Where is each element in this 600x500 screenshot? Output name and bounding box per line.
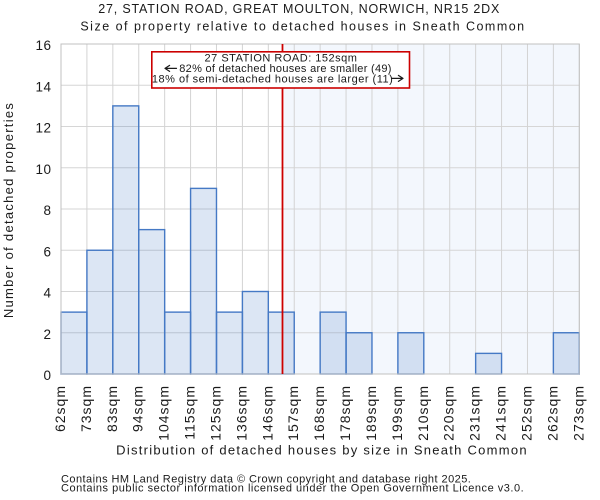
svg-text:8: 8	[43, 203, 51, 218]
svg-text:12: 12	[35, 121, 51, 136]
svg-text:241sqm: 241sqm	[493, 385, 509, 441]
svg-text:262sqm: 262sqm	[544, 385, 560, 441]
svg-text:199sqm: 199sqm	[389, 385, 405, 441]
svg-text:6: 6	[43, 244, 51, 259]
svg-text:252sqm: 252sqm	[518, 385, 534, 441]
svg-text:220sqm: 220sqm	[441, 385, 457, 441]
svg-text:115sqm: 115sqm	[182, 385, 198, 440]
svg-text:83sqm: 83sqm	[104, 385, 120, 432]
svg-text:273sqm: 273sqm	[570, 385, 586, 441]
svg-text:Contains HM Land Registry data: Contains HM Land Registry data © Crown c…	[61, 473, 471, 485]
svg-text:73sqm: 73sqm	[78, 385, 94, 432]
svg-text:136sqm: 136sqm	[233, 385, 249, 441]
svg-text:27 STATION ROAD: 152sqm: 27 STATION ROAD: 152sqm	[205, 53, 358, 65]
svg-text:168sqm: 168sqm	[311, 385, 327, 441]
svg-text:82% of detached houses are sma: 82% of detached houses are smaller (49)	[179, 63, 391, 75]
svg-text:14: 14	[35, 79, 51, 94]
svg-text:27, STATION ROAD, GREAT MOULTO: 27, STATION ROAD, GREAT MOULTON, NORWICH…	[98, 2, 500, 16]
svg-text:94sqm: 94sqm	[130, 385, 146, 432]
svg-text:16: 16	[35, 38, 51, 53]
svg-text:10: 10	[35, 162, 51, 177]
svg-text:146sqm: 146sqm	[259, 385, 275, 441]
svg-text:Size of property relative to d: Size of property relative to detached ho…	[80, 20, 525, 34]
svg-text:125sqm: 125sqm	[207, 385, 223, 441]
svg-text:0: 0	[43, 368, 51, 383]
svg-text:Number of detached properties: Number of detached properties	[1, 102, 16, 318]
svg-text:4: 4	[43, 286, 51, 301]
svg-text:2: 2	[43, 327, 51, 342]
svg-text:231sqm: 231sqm	[467, 385, 483, 441]
svg-text:104sqm: 104sqm	[156, 385, 172, 441]
svg-text:Distribution of detached house: Distribution of detached houses by size …	[116, 443, 528, 458]
svg-text:18% of semi-detached houses ar: 18% of semi-detached houses are larger (…	[152, 73, 393, 85]
svg-text:178sqm: 178sqm	[337, 385, 353, 441]
svg-text:Contains public sector informa: Contains public sector information licen…	[61, 482, 524, 494]
svg-text:62sqm: 62sqm	[52, 385, 68, 432]
svg-text:189sqm: 189sqm	[363, 385, 379, 441]
svg-text:157sqm: 157sqm	[285, 385, 301, 441]
svg-text:210sqm: 210sqm	[415, 385, 431, 441]
